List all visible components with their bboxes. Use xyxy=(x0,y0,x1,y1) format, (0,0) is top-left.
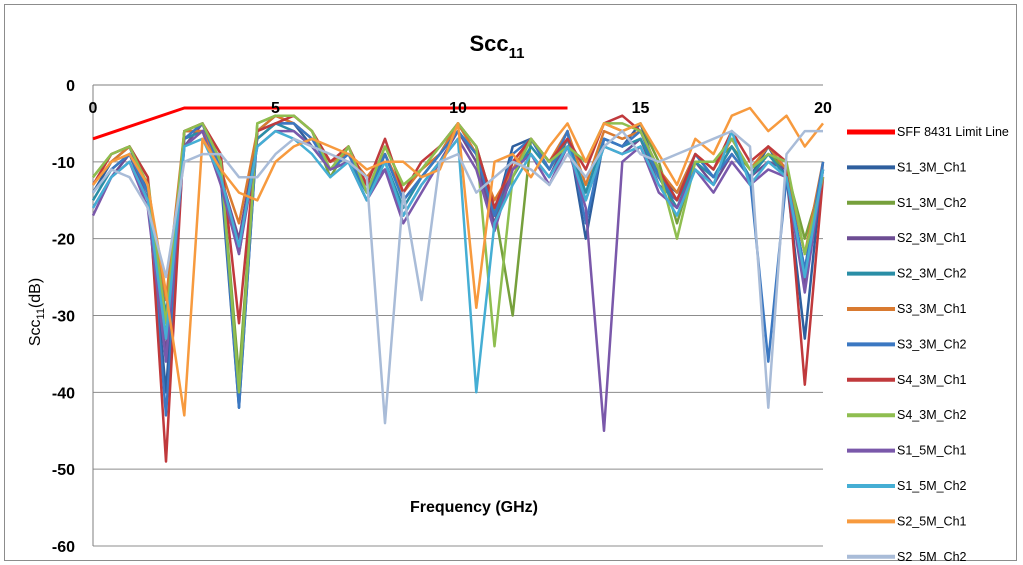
chart-frame: 0 -10 -20 -30 -40 -50 -60 0 5 10 15 20 SFF 8431 Lim… xyxy=(4,4,1017,562)
series-layer xyxy=(91,106,825,463)
x-tick-label: 5 xyxy=(271,100,280,117)
legend-label-7: S3_3M_Ch2 xyxy=(897,337,967,351)
y-axis-title-unit: (dB) xyxy=(27,278,44,308)
legend-label-10: S1_5M_Ch1 xyxy=(897,444,967,458)
legend-label-2: S1_3M_Ch1 xyxy=(897,160,967,174)
y-tick-label: 0 xyxy=(66,78,75,95)
legend-label-5: S2_3M_Ch2 xyxy=(897,267,967,281)
x-tick-label: 20 xyxy=(814,100,832,117)
x-tick-label: 10 xyxy=(449,100,467,117)
chart-svg: 0 -10 -20 -30 -40 -50 -60 0 5 10 15 20 SFF 8431 Lim… xyxy=(27,31,1009,562)
legend-label-6: S3_3M_Ch1 xyxy=(897,302,967,316)
x-tick-label: 15 xyxy=(632,100,650,117)
y-axis-title-main: Scc xyxy=(27,319,44,346)
x-tick-label: 0 xyxy=(89,100,98,117)
y-tick-label: -50 xyxy=(52,462,75,479)
chart-title-subscript: 11 xyxy=(509,45,525,62)
x-axis-title: Frequency (GHz) xyxy=(410,499,538,516)
legend: SFF 8431 Limit Line S1_3M_Ch1 S1_3M_Ch2 S2_… xyxy=(847,125,1009,562)
series-line-2 xyxy=(91,114,825,409)
legend-label-3: S1_3M_Ch2 xyxy=(897,196,967,210)
legend-label-13: S2_5M_Ch2 xyxy=(897,550,967,562)
y-tick-label: -30 xyxy=(52,309,75,326)
y-axis-title: Scc11(dB) xyxy=(27,278,47,346)
series-line-1 xyxy=(92,106,568,141)
legend-label-1: SFF 8431 Limit Line xyxy=(897,125,1009,139)
legend-label-11: S1_5M_Ch2 xyxy=(897,479,967,493)
chart-title: Scc11 xyxy=(469,31,524,62)
chart-title-main: Scc xyxy=(469,31,508,56)
y-tick-label: -40 xyxy=(52,385,75,402)
y-tick-label: -10 xyxy=(52,155,75,172)
series-line-13 xyxy=(92,129,823,425)
gridlines xyxy=(93,161,823,547)
y-axis-title-subscript: 11 xyxy=(35,308,47,319)
legend-label-8: S4_3M_Ch1 xyxy=(897,373,967,387)
axes xyxy=(92,84,823,546)
series-line-8 xyxy=(91,114,825,463)
series-line-11 xyxy=(91,129,825,394)
y-tick-label: -60 xyxy=(52,539,75,556)
legend-label-4: S2_3M_Ch1 xyxy=(897,231,967,245)
legend-label-12: S2_5M_Ch1 xyxy=(897,514,967,528)
tick-labels: 0 -10 -20 -30 -40 -50 -60 0 5 10 15 20 xyxy=(52,78,832,556)
y-tick-label: -20 xyxy=(52,232,75,249)
legend-label-9: S4_3M_Ch2 xyxy=(897,408,967,422)
